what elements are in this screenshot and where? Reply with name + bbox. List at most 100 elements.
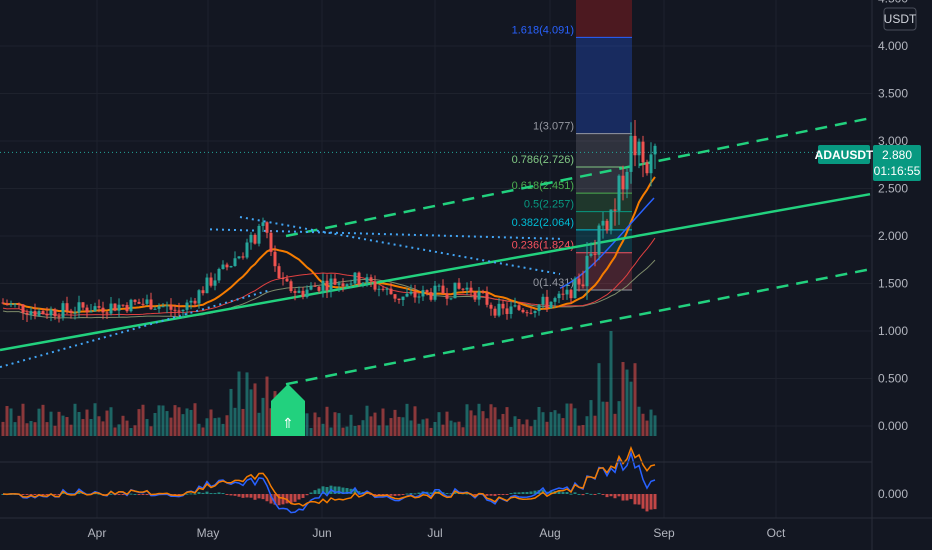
osc-histogram-bar bbox=[621, 494, 625, 501]
y-tick-label: 2.500 bbox=[878, 182, 908, 196]
volume-bar bbox=[373, 412, 377, 436]
candle-body bbox=[421, 290, 425, 297]
volume-bar bbox=[605, 401, 609, 436]
candle-body bbox=[249, 234, 253, 243]
volume-bar bbox=[241, 408, 245, 436]
volume-bar bbox=[545, 421, 549, 436]
candle-body bbox=[285, 278, 289, 282]
volume-bar bbox=[641, 413, 645, 436]
osc-histogram-bar bbox=[397, 494, 401, 496]
osc-histogram-bar bbox=[301, 494, 305, 498]
osc-histogram-bar bbox=[77, 492, 81, 494]
y-tick-label: 4.500 bbox=[878, 0, 908, 6]
y-tick-label: 3.500 bbox=[878, 87, 908, 101]
candle-body bbox=[69, 310, 73, 314]
candle-body bbox=[565, 289, 569, 295]
osc-histogram-bar bbox=[529, 491, 533, 494]
volume-bar bbox=[361, 420, 365, 436]
volume-bar bbox=[41, 404, 45, 436]
volume-bar bbox=[345, 426, 349, 436]
fib-level-label: 0.236(1.824) bbox=[512, 240, 574, 252]
candle-body bbox=[557, 293, 561, 299]
osc-histogram-bar bbox=[557, 491, 561, 494]
candle-body bbox=[105, 312, 109, 314]
candle-body bbox=[257, 225, 261, 244]
volume-bar bbox=[185, 408, 189, 436]
fibonacci-retracement[interactable]: 1.618(4.091) 1(3.077) 0.786(2.726) 0.618(2.… bbox=[0, 0, 872, 291]
osc-histogram-bar bbox=[485, 494, 489, 496]
osc-histogram-bar bbox=[633, 494, 637, 505]
candle-body bbox=[625, 171, 629, 190]
fib-level-label: 0.786(2.726) bbox=[512, 154, 574, 166]
volume-bar bbox=[317, 417, 321, 436]
volume-bar bbox=[249, 389, 253, 436]
candle-body bbox=[437, 285, 441, 287]
osc-histogram-bar bbox=[293, 494, 297, 502]
volume-bar bbox=[37, 408, 41, 436]
candle-body bbox=[517, 305, 521, 310]
arrow-up-icon: ⇑ bbox=[282, 416, 294, 432]
candle-body bbox=[49, 309, 53, 316]
osc-histogram-bar bbox=[133, 493, 137, 495]
osc-histogram-bar bbox=[141, 494, 145, 495]
osc-histogram-bar bbox=[289, 494, 293, 504]
volume-bar bbox=[313, 412, 317, 436]
volume-bar bbox=[477, 403, 481, 436]
osc-histogram-bar bbox=[649, 494, 653, 510]
candle-body bbox=[497, 303, 501, 316]
osc-histogram-bar bbox=[445, 493, 449, 495]
osc-histogram-bar bbox=[269, 494, 273, 504]
volume-bar bbox=[109, 407, 113, 436]
candle-body bbox=[653, 145, 657, 155]
candle-body bbox=[553, 298, 557, 302]
trendlines[interactable] bbox=[0, 116, 871, 386]
candle-body bbox=[645, 162, 649, 174]
osc-histogram-bar bbox=[233, 494, 237, 496]
volume-bar bbox=[489, 404, 493, 436]
osc-histogram-bar bbox=[577, 493, 581, 495]
osc-histogram-bar bbox=[525, 491, 529, 494]
volume-bar bbox=[29, 420, 33, 436]
volume-bar bbox=[381, 408, 385, 436]
volume-bar bbox=[633, 363, 637, 436]
volume-bar bbox=[637, 406, 641, 436]
volume-bar bbox=[369, 416, 373, 436]
candle-body bbox=[489, 304, 493, 309]
volume-bar bbox=[525, 419, 529, 436]
volume-bar bbox=[113, 427, 117, 436]
osc-histogram-bar bbox=[241, 494, 245, 498]
currency-badge[interactable]: USDT bbox=[883, 7, 917, 31]
volume-bar bbox=[177, 407, 181, 436]
osc-histogram-bar bbox=[417, 492, 421, 494]
volume-bar bbox=[77, 411, 81, 436]
volume-bar bbox=[557, 413, 561, 436]
candle-body bbox=[349, 283, 353, 285]
osc-histogram-bar bbox=[229, 494, 233, 496]
candle-body bbox=[161, 306, 165, 308]
volume-bar bbox=[253, 383, 257, 436]
volume-bar bbox=[433, 421, 437, 436]
candle-body bbox=[77, 302, 81, 313]
osc-histogram-bar bbox=[389, 494, 393, 496]
volume-bar bbox=[429, 427, 433, 436]
osc-histogram-bar bbox=[249, 494, 253, 498]
volume-bar bbox=[129, 427, 133, 436]
osc-histogram-bar bbox=[605, 494, 609, 498]
osc-histogram-bar bbox=[305, 494, 309, 496]
candle-body bbox=[121, 304, 125, 306]
volume-bar bbox=[197, 423, 201, 436]
volume-bar bbox=[377, 425, 381, 436]
candle-body bbox=[45, 314, 49, 316]
x-tick-label: Oct bbox=[767, 526, 786, 540]
candle-body bbox=[225, 264, 229, 268]
candle-body bbox=[221, 264, 225, 269]
volume-bar bbox=[413, 406, 417, 436]
signal-marker: ⇑ bbox=[271, 384, 305, 436]
osc-histogram-bar bbox=[333, 486, 337, 494]
volume-bar bbox=[65, 417, 69, 436]
volume-bar bbox=[105, 410, 109, 436]
y-tick-label: 1.500 bbox=[878, 277, 908, 291]
y-tick-label: 4.000 bbox=[878, 39, 908, 53]
candle-body bbox=[381, 288, 385, 290]
